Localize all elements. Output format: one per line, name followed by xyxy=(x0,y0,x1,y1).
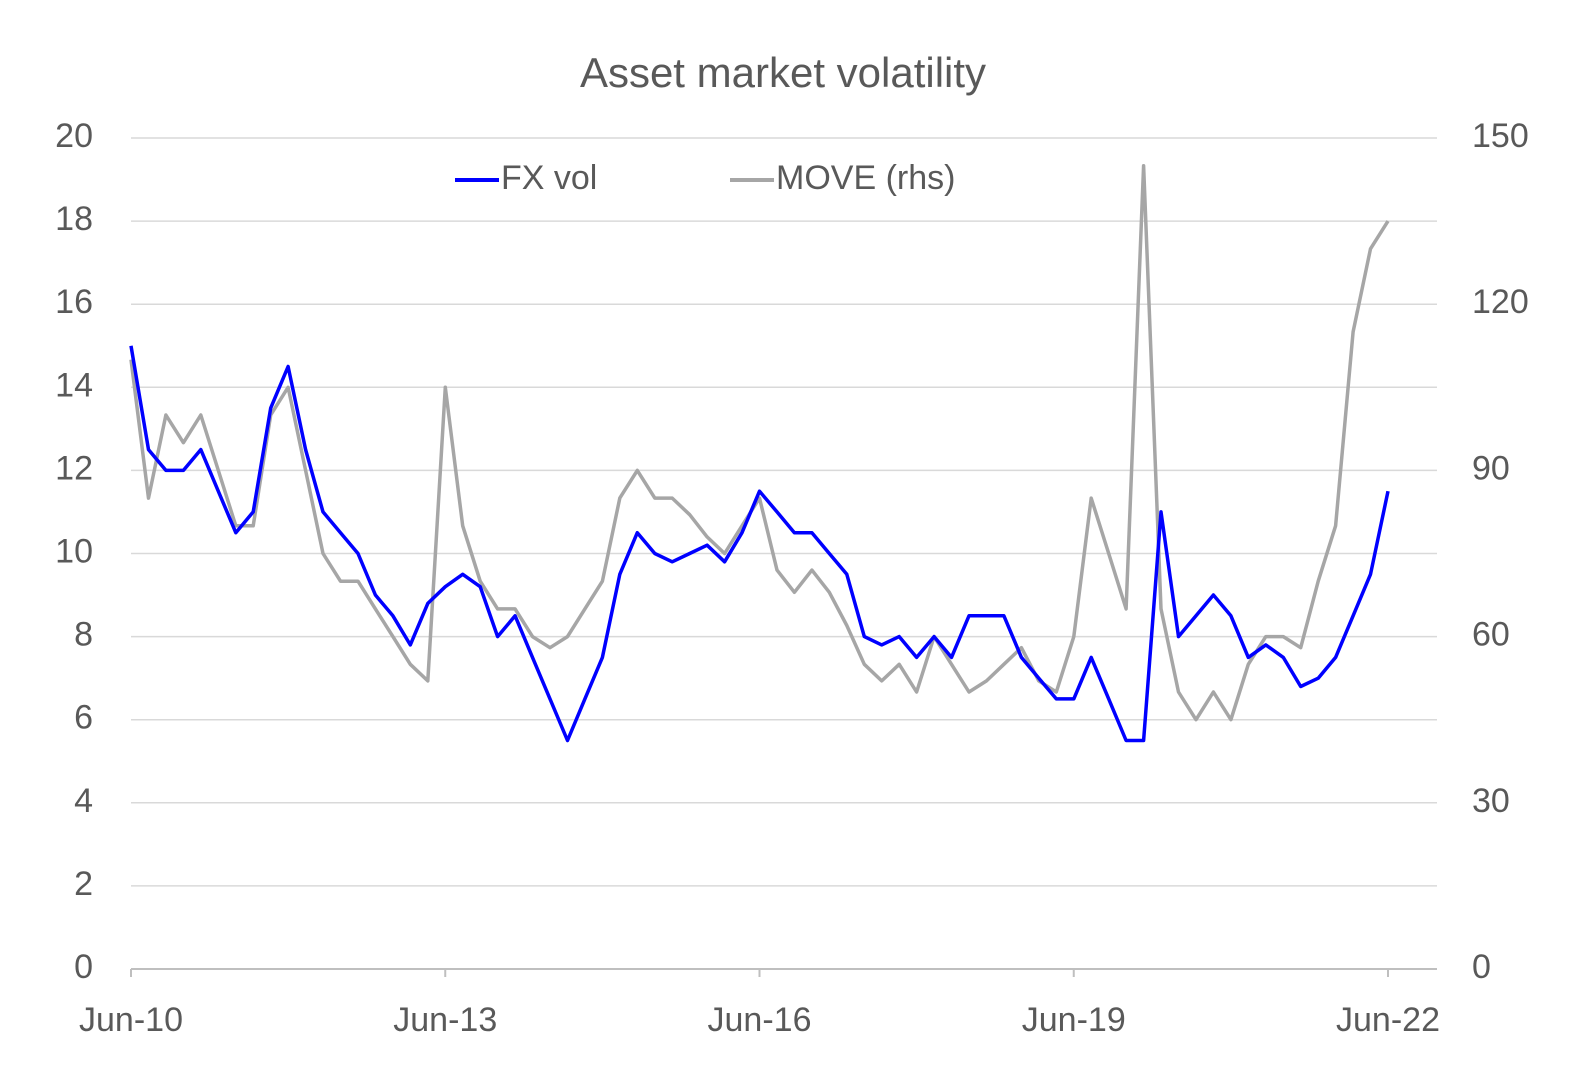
x-tick-label: Jun-19 xyxy=(1022,1001,1126,1039)
series-line xyxy=(129,345,1390,743)
y-tick-label: 2 xyxy=(74,865,93,903)
x-tick-label: Jun-13 xyxy=(393,1001,497,1039)
chart-title: Asset market volatility xyxy=(580,49,986,96)
x-tick-label: Jun-16 xyxy=(708,1001,812,1039)
series-line xyxy=(129,163,1390,722)
legend-label: FX vol xyxy=(501,159,597,197)
y2-tick-label: 0 xyxy=(1472,948,1491,986)
legend-label: MOVE (rhs) xyxy=(776,159,955,197)
y2-tick-label: 150 xyxy=(1472,117,1529,155)
y-tick-label: 16 xyxy=(55,283,93,321)
y-tick-label: 18 xyxy=(55,200,93,238)
y2-tick-label: 120 xyxy=(1472,283,1529,321)
y-tick-label: 8 xyxy=(74,616,93,654)
x-tick-label: Jun-22 xyxy=(1336,1001,1440,1039)
y-tick-label: 0 xyxy=(74,948,93,986)
y2-tick-label: 30 xyxy=(1472,782,1510,820)
y2-tick-label: 60 xyxy=(1472,616,1510,654)
y-tick-label: 14 xyxy=(55,366,93,404)
y-tick-label: 6 xyxy=(74,699,93,737)
y-tick-label: 20 xyxy=(55,117,93,155)
y-tick-label: 10 xyxy=(55,532,93,570)
x-tick-label: Jun-10 xyxy=(79,1001,183,1039)
y-tick-label: 4 xyxy=(74,782,93,820)
y2-tick-label: 90 xyxy=(1472,449,1510,487)
y-tick-label: 12 xyxy=(55,449,93,487)
